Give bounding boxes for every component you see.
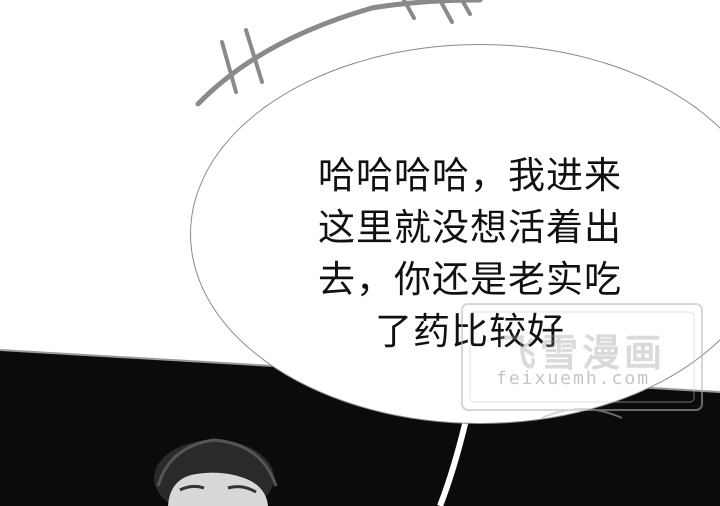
figure-face	[168, 472, 268, 506]
hatch-line-4	[438, 0, 454, 24]
figure-eyebrow-right	[227, 485, 257, 494]
figure-eyebrow-left	[179, 484, 205, 492]
watermark-logo-text: 飞雪漫画	[498, 331, 667, 375]
hatch-line-5	[460, 0, 472, 16]
hatch-line-1	[220, 40, 238, 94]
watermark-ornament	[541, 408, 623, 419]
speech-line-2: 这里就没想活着出	[318, 206, 622, 249]
speech-bubble	[190, 44, 720, 424]
secondary-bubble-edge	[437, 419, 469, 506]
speech-line-1: 哈哈哈哈，我进来	[318, 154, 622, 197]
figure-hair-texture	[156, 438, 278, 487]
hatch-line-3	[402, 0, 416, 20]
hatch-arc	[195, 0, 483, 107]
hatch-line-2	[244, 28, 264, 84]
watermark-frame	[461, 303, 703, 419]
speech-line-3: 去，你还是老实吃	[318, 258, 622, 301]
watermark-site-text: feixuemh.com	[496, 368, 651, 389]
watermark-border-inner	[469, 311, 695, 403]
